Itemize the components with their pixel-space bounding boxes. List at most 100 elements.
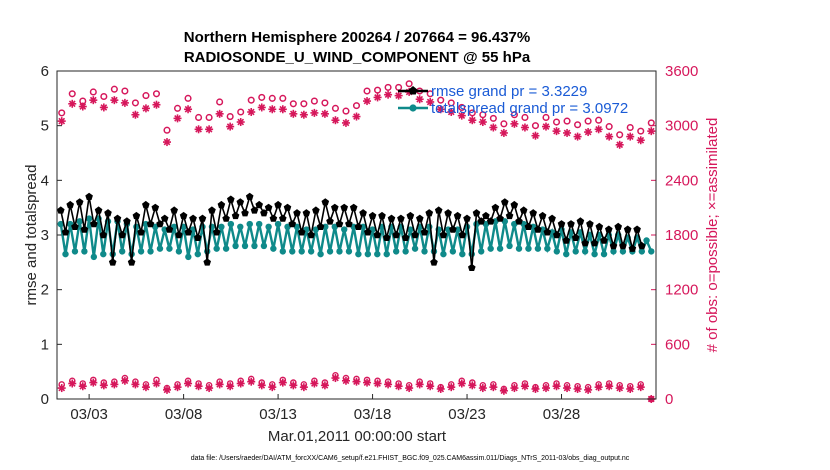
obs-star-stroke <box>489 124 497 131</box>
obs-bottom-assimilated-point <box>584 385 593 394</box>
obs-possible-point <box>542 113 550 122</box>
rmse-point <box>137 228 145 236</box>
rmse-point <box>113 214 122 222</box>
obs-star-stroke <box>268 105 276 113</box>
obs-star-stroke <box>289 381 297 389</box>
rmse-point <box>586 220 594 228</box>
rmse-point <box>90 220 98 228</box>
rmse-point <box>595 222 604 230</box>
obs-star-stroke <box>110 96 118 104</box>
totalspread-point <box>222 245 230 252</box>
obs-bottom-assimilated-point <box>541 384 550 393</box>
obs-star-stroke <box>68 380 76 387</box>
obs-star-stroke <box>595 383 603 391</box>
rmse-line <box>60 194 643 268</box>
obs-star-stroke <box>89 379 97 386</box>
obs-assimilated-point <box>394 91 403 100</box>
obs-star-stroke <box>58 384 66 392</box>
obs-star-stroke <box>132 111 139 119</box>
obs-bottom-assimilated-point <box>320 381 329 390</box>
totalspread-point <box>648 248 655 255</box>
obs-bottom-assimilated-point <box>215 380 224 389</box>
obs-bottom-assimilated-point <box>478 384 487 393</box>
rmse-point <box>123 217 131 225</box>
obs-possible-point <box>405 80 413 88</box>
rmse-point <box>118 231 126 239</box>
totalspread-point <box>525 245 532 252</box>
obs-star-stroke <box>174 115 181 122</box>
rmse-point <box>326 217 334 225</box>
totalspread-point <box>76 218 83 225</box>
obs-star-stroke <box>468 381 476 389</box>
obs-star-stroke <box>237 118 245 126</box>
totalspread-point <box>251 242 258 250</box>
obs-bottom-assimilated-point <box>152 379 161 388</box>
obs-bottom-assimilated-point <box>615 384 624 393</box>
obs-bottom-assimilated-point <box>57 384 66 393</box>
obs-possible-point <box>310 97 318 105</box>
obs-bottom-assimilated-point <box>352 377 361 386</box>
obs-bottom-assimilated-point <box>236 379 245 388</box>
obs-possible-point <box>279 94 287 102</box>
rmse-point <box>557 220 566 228</box>
data-file-footnote: data file: /Users/raeder/DAI/ATM_forcXX/… <box>191 455 630 462</box>
obs-bottom-assimilated-point <box>257 381 266 390</box>
obs-possible-point <box>584 117 592 125</box>
obs-assimilated-point <box>173 114 182 123</box>
totalspread-point <box>331 223 338 230</box>
totalspread-point <box>237 223 244 230</box>
rmse-point <box>222 214 230 222</box>
rmse-point <box>146 220 155 228</box>
obs-bottom-assimilated-point <box>268 383 277 392</box>
totalspread-point <box>534 245 542 252</box>
plot-frame <box>56 70 657 400</box>
rmse-point <box>548 214 556 222</box>
obs-bottom-assimilated-point <box>384 380 393 389</box>
obs-star-stroke <box>163 138 171 146</box>
x-tick-label: 03/13 <box>259 406 297 423</box>
obs-star-stroke <box>184 380 192 387</box>
rmse-point <box>279 214 287 222</box>
rmse-point <box>108 258 117 266</box>
obs-star-stroke <box>374 380 381 387</box>
rmse-point <box>633 225 641 233</box>
obs-possible-point <box>58 109 66 117</box>
obs-possible-point <box>647 119 655 127</box>
rmse-point <box>245 192 254 200</box>
obs-star-stroke <box>332 374 339 382</box>
right-y-tick-label: 600 <box>665 336 690 353</box>
obs-possible-point <box>142 92 150 100</box>
totalspread-point <box>289 248 296 255</box>
rmse-point <box>623 225 632 233</box>
obs-possible-point <box>89 88 97 96</box>
totalspread-point <box>553 248 560 255</box>
obs-star-stroke <box>195 125 202 133</box>
obs-assimilated-point <box>120 98 129 107</box>
obs-possible-point <box>458 103 466 111</box>
totalspread-line <box>59 218 653 258</box>
obs-star-stroke <box>342 377 350 385</box>
rmse-point <box>208 206 216 214</box>
obs-star-stroke <box>574 385 581 393</box>
totalspread-point <box>274 220 282 228</box>
obs-possible-point <box>521 113 529 122</box>
rmse-point <box>331 203 339 211</box>
rmse-point <box>515 217 523 225</box>
rmse-point <box>269 214 278 222</box>
rmse-point <box>628 244 637 252</box>
obs-bottom-assimilated-point <box>447 383 456 392</box>
obs-star-stroke <box>100 381 108 389</box>
obs-assimilated-point <box>268 105 277 114</box>
rmse-point <box>378 211 386 220</box>
obs-star-stroke <box>521 124 529 131</box>
obs-possible-point <box>374 86 382 94</box>
obs-star-stroke <box>426 98 434 106</box>
totalspread-point <box>638 248 646 255</box>
rmse-point <box>401 233 410 241</box>
totalspread-point <box>147 248 154 255</box>
obs-assimilated-point <box>426 97 435 106</box>
totalspread-point <box>317 250 324 258</box>
obs-star-stroke <box>300 383 308 391</box>
obs-bottom-assimilated-point <box>499 386 508 395</box>
obs-assimilated-point <box>615 140 624 149</box>
